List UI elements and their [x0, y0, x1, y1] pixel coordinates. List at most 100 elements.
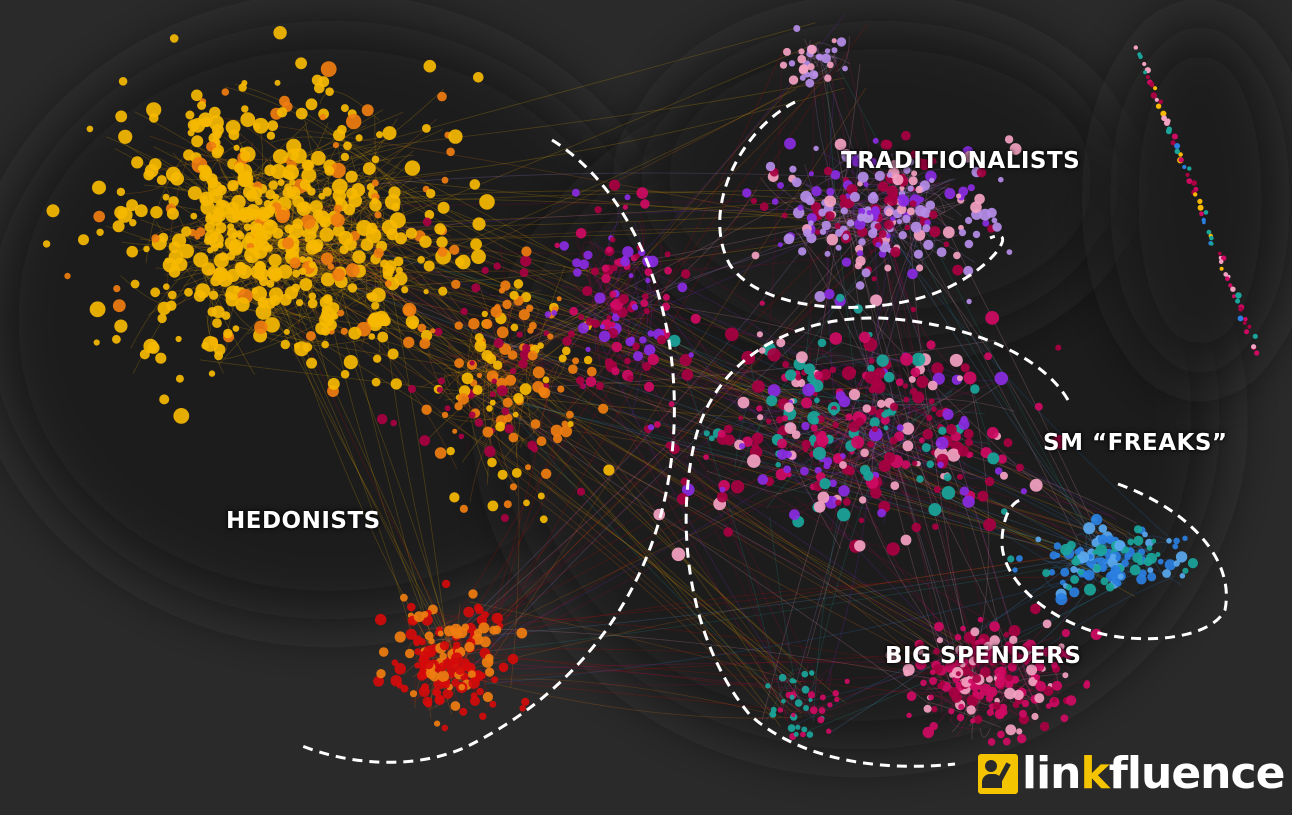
network-node [910, 150, 919, 159]
network-node [1052, 435, 1066, 449]
network-node [910, 306, 917, 313]
network-node [583, 355, 593, 365]
network-node [867, 364, 875, 373]
network-node [424, 209, 435, 220]
network-node [647, 330, 655, 337]
network-node [1182, 567, 1189, 574]
network-node [928, 157, 937, 165]
network-node [818, 208, 827, 217]
trail-node [1197, 198, 1203, 204]
edge [465, 441, 469, 452]
network-node [554, 242, 560, 248]
network-node [824, 195, 837, 208]
hedonists-outline [299, 138, 676, 764]
network-node [562, 336, 572, 347]
network-node [373, 248, 384, 259]
network-node [887, 195, 898, 207]
edge [224, 41, 821, 289]
network-node [818, 707, 826, 714]
network-node [1151, 538, 1157, 544]
network-node [644, 268, 653, 277]
network-node [519, 705, 526, 712]
edge [770, 445, 796, 456]
network-node [495, 421, 506, 432]
network-node [1031, 712, 1039, 721]
network-node [526, 304, 534, 312]
network-node [382, 126, 397, 141]
network-node [1090, 513, 1103, 526]
network-node [305, 98, 318, 111]
edge [270, 231, 330, 383]
trail-node [1221, 255, 1227, 261]
trail-node [1209, 241, 1214, 246]
network-node [883, 371, 895, 383]
trail-node [1145, 75, 1150, 80]
network-node [484, 445, 496, 458]
network-node [368, 333, 376, 340]
network-node [1045, 703, 1052, 709]
network-node [992, 701, 1001, 710]
network-node [243, 223, 252, 231]
network-node [640, 299, 649, 308]
network-node [742, 436, 753, 448]
network-node [871, 425, 879, 433]
trail-node [1165, 128, 1172, 135]
network-node [962, 495, 975, 508]
network-node [470, 238, 482, 251]
network-node [371, 179, 379, 187]
network-node [926, 460, 935, 469]
network-node [208, 290, 219, 300]
network-node [927, 380, 938, 391]
network-node [1035, 681, 1046, 692]
network-node [436, 236, 448, 248]
network-node [576, 487, 586, 496]
network-node [916, 264, 924, 272]
network-node [227, 227, 238, 239]
edge [906, 174, 980, 705]
network-node [782, 415, 788, 422]
network-node [799, 64, 809, 74]
network-node [221, 88, 230, 96]
network-node [843, 498, 851, 506]
trail-node [1186, 178, 1193, 185]
edge [810, 60, 830, 454]
network-node [498, 662, 509, 673]
edge [294, 297, 984, 689]
network-node [972, 230, 981, 239]
edge [878, 391, 953, 437]
network-node [184, 287, 193, 297]
edge [462, 546, 1142, 672]
edge [830, 457, 849, 484]
network-node [1001, 508, 1008, 515]
network-node [925, 200, 936, 210]
edge [1067, 567, 1129, 578]
network-node [1030, 603, 1041, 615]
network-node [832, 421, 839, 429]
edge [199, 359, 832, 425]
trail-node [1153, 86, 1158, 91]
network-node [823, 166, 833, 176]
edge [815, 174, 861, 190]
network-node [1005, 724, 1017, 736]
network-node [1182, 535, 1188, 541]
network-node [481, 266, 489, 274]
edge [589, 244, 630, 369]
network-node [452, 428, 458, 434]
edge [806, 432, 880, 657]
network-node [129, 219, 137, 227]
network-node [475, 605, 484, 615]
edge [811, 404, 908, 479]
network-node [868, 158, 877, 167]
network-node [423, 289, 429, 295]
network-node [470, 696, 480, 706]
edge [858, 187, 949, 250]
network-node [474, 333, 484, 342]
network-node [815, 432, 827, 444]
network-node [96, 228, 104, 236]
network-node [482, 318, 493, 330]
network-node [948, 708, 955, 715]
network-node [917, 641, 925, 649]
trail-node [1171, 133, 1178, 140]
network-node [459, 707, 468, 716]
network-node [332, 178, 348, 195]
